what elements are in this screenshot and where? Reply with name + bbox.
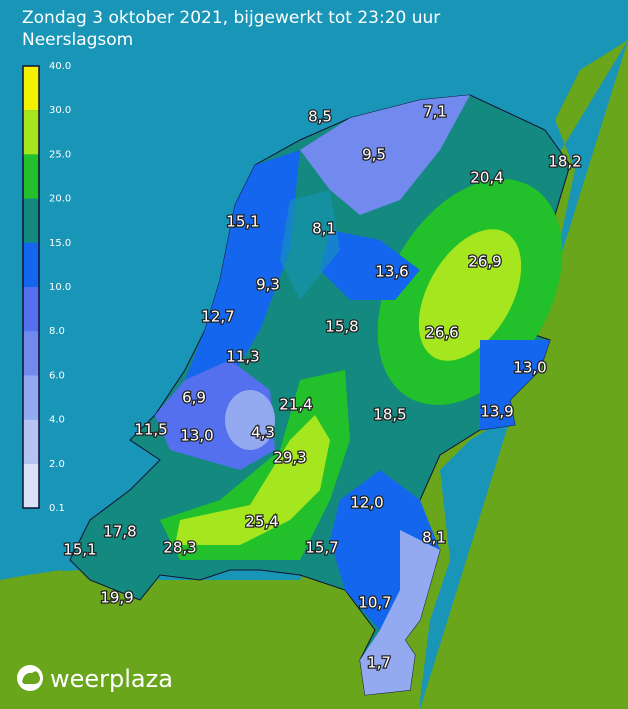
legend-swatch [23,198,39,243]
legend-swatch [23,154,39,199]
value-label: 12,7 [201,308,234,326]
value-label: 13,0 [180,427,213,445]
value-label: 6,9 [182,389,206,407]
legend-swatch [23,110,39,155]
value-label: 7,1 [423,103,447,121]
value-label: 15,8 [325,318,358,336]
legend-label: 2.0 [49,459,65,470]
brand-logo: weerplaza [17,665,173,693]
value-label: 19,9 [100,589,133,607]
value-label: 8,5 [308,108,332,126]
value-label: 15,7 [305,539,338,557]
legend-frame [22,65,40,509]
legend-label: 0.1 [49,503,65,514]
land-south [0,570,420,709]
legend-label: 25.0 [49,149,71,160]
value-label: 26,6 [425,324,458,342]
value-label: 21,4 [279,396,312,414]
value-label: 9,3 [256,276,280,294]
value-label: 20,4 [470,169,503,187]
subtitle: Neerslagsom [22,30,133,50]
legend-swatch [23,66,39,111]
legend-swatch [23,375,39,420]
legend: 40.0 30.0 25.0 20.0 15.0 10.0 8.0 6.0 4.0 2.0 0.1 [22,61,71,514]
value-label: 11,3 [226,348,259,366]
value-label: 11,5 [134,421,167,439]
value-label: 10,7 [358,594,391,612]
value-label: 9,5 [362,146,386,164]
legend-label: 8.0 [49,326,65,337]
legend-swatch [23,287,39,332]
legend-swatch [23,463,39,508]
value-label: 8,1 [312,220,336,238]
legend-swatch [23,331,39,376]
legend-label: 20.0 [49,194,71,205]
legend-label: 40.0 [49,61,71,72]
value-label: 1,7 [367,654,391,672]
value-label: 18,2 [548,153,581,171]
value-label: 25,4 [245,513,278,531]
netherlands [69,94,571,696]
value-label: 26,9 [468,253,501,271]
brand: weerplaza [50,665,173,693]
legend-label: 4.0 [49,415,65,426]
value-label: 4,3 [251,424,275,442]
value-label: 15,1 [63,541,96,559]
value-label: 17,8 [103,523,136,541]
value-label: 13,9 [480,403,513,421]
legend-label: 6.0 [49,370,65,381]
value-label: 29,3 [273,449,306,467]
value-label: 13,0 [513,359,546,377]
legend-swatch [23,419,39,464]
legend-swatch [23,242,39,287]
value-label: 18,5 [373,406,406,424]
value-label: 12,0 [350,494,383,512]
value-label: 8,1 [422,529,446,547]
legend-label: 15.0 [49,238,71,249]
value-label: 15,1 [226,213,259,231]
value-label: 13,6 [375,263,408,281]
value-label: 28,3 [163,539,196,557]
title: Zondag 3 oktober 2021, bijgewerkt tot 23… [22,8,440,28]
legend-label: 30.0 [49,105,71,116]
legend-label: 10.0 [49,282,71,293]
value-labels: 8,5 7,1 9,5 18,2 20,4 15,1 8,1 26,9 13,6 9,3 12,7 1… [62,101,583,673]
